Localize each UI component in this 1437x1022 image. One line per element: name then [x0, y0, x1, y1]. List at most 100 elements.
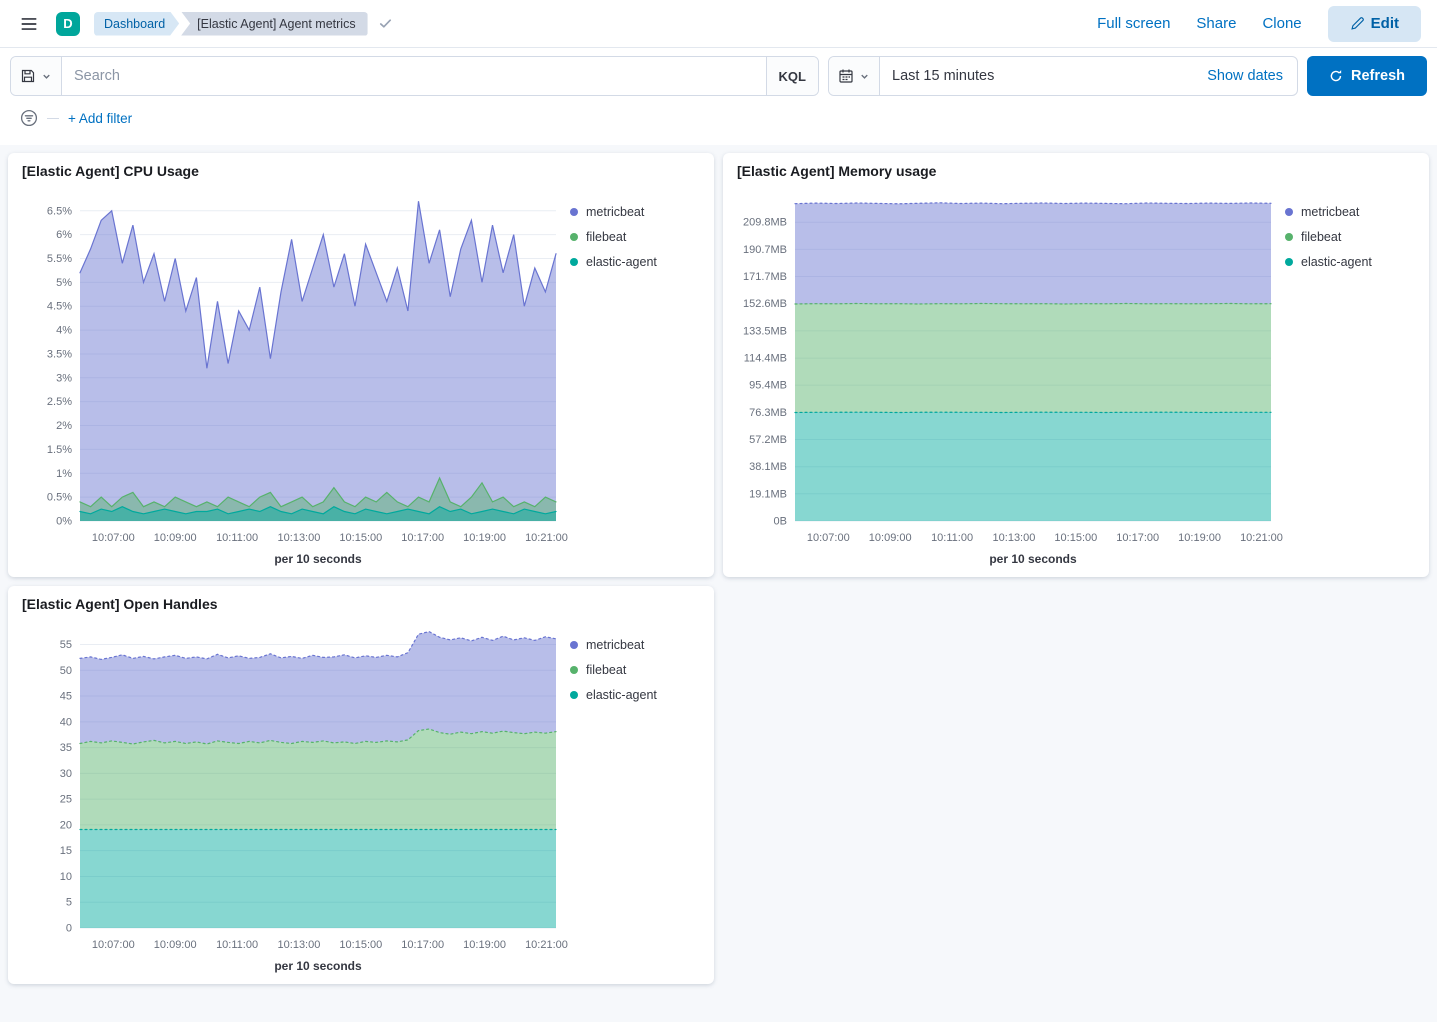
- legend-item-filebeat[interactable]: filebeat: [570, 230, 700, 244]
- svg-text:57.2MB: 57.2MB: [749, 434, 787, 446]
- filter-divider: [47, 117, 59, 119]
- open-handles-chart[interactable]: 0 5 10 15 20 25 30 35 40 45 50 55 10:07:00 10:09:00 10…: [22, 616, 570, 978]
- svg-text:50: 50: [60, 665, 72, 677]
- svg-text:10:19:00: 10:19:00: [463, 939, 506, 951]
- show-dates-link[interactable]: Show dates: [1207, 68, 1283, 84]
- pencil-icon: [1350, 16, 1364, 31]
- full-screen-link[interactable]: Full screen: [1097, 15, 1171, 32]
- chart-legend: metricbeat filebeat elastic-agent: [570, 183, 700, 571]
- svg-text:114.4MB: 114.4MB: [744, 353, 787, 365]
- svg-text:per 10 seconds: per 10 seconds: [274, 552, 362, 566]
- svg-text:76.3MB: 76.3MB: [749, 407, 787, 419]
- svg-text:10:19:00: 10:19:00: [1178, 532, 1221, 544]
- legend-dot-icon: [570, 641, 578, 649]
- calendar-icon: [838, 68, 854, 84]
- legend-item-filebeat[interactable]: filebeat: [570, 663, 700, 677]
- calendar-menu-button[interactable]: [829, 57, 880, 95]
- svg-text:15: 15: [60, 845, 72, 857]
- svg-text:5: 5: [66, 897, 72, 909]
- svg-text:per 10 seconds: per 10 seconds: [274, 959, 362, 973]
- svg-text:10:15:00: 10:15:00: [339, 532, 382, 544]
- dashboard-grid: [Elastic Agent] CPU Usage 0% 0.5% 1% 1.5% 2%…: [0, 145, 1437, 992]
- refresh-button[interactable]: Refresh: [1307, 56, 1427, 96]
- svg-text:6.5%: 6.5%: [47, 205, 72, 217]
- legend-item-filebeat[interactable]: filebeat: [1285, 230, 1415, 244]
- svg-text:1%: 1%: [56, 468, 72, 480]
- svg-text:55: 55: [60, 639, 72, 651]
- saved-query-menu-button[interactable]: [11, 57, 62, 95]
- svg-text:10:19:00: 10:19:00: [463, 532, 506, 544]
- legend-item-elastic-agent[interactable]: elastic-agent: [1285, 255, 1415, 269]
- svg-text:19.1MB: 19.1MB: [749, 488, 787, 500]
- svg-text:10: 10: [60, 871, 72, 883]
- svg-text:10:17:00: 10:17:00: [1116, 532, 1159, 544]
- legend-dot-icon: [1285, 208, 1293, 216]
- legend-label: filebeat: [1301, 230, 1342, 244]
- legend-dot-icon: [570, 691, 578, 699]
- top-navigation: D Dashboard [Elastic Agent] Agent metric…: [0, 0, 1437, 48]
- breadcrumb-current-page[interactable]: [Elastic Agent] Agent metrics: [181, 11, 368, 36]
- svg-text:10:13:00: 10:13:00: [993, 532, 1036, 544]
- svg-text:per 10 seconds: per 10 seconds: [989, 552, 1077, 566]
- legend-label: elastic-agent: [586, 255, 657, 269]
- panel-title-cpu-usage: [Elastic Agent] CPU Usage: [22, 163, 199, 179]
- legend-item-metricbeat[interactable]: metricbeat: [570, 638, 700, 652]
- svg-text:45: 45: [60, 691, 72, 703]
- filter-icon[interactable]: [20, 109, 38, 127]
- search-input[interactable]: [62, 57, 766, 95]
- kql-badge[interactable]: KQL: [765, 57, 818, 95]
- svg-text:25: 25: [60, 794, 72, 806]
- svg-text:40: 40: [60, 716, 72, 728]
- svg-text:0%: 0%: [56, 516, 72, 528]
- add-filter-link[interactable]: + Add filter: [68, 110, 133, 126]
- memory-usage-chart[interactable]: 0B 19.1MB 38.1MB 57.2MB 76.3MB 95.4MB 114.4MB 1…: [737, 183, 1285, 571]
- refresh-icon: [1329, 69, 1343, 83]
- legend-dot-icon: [1285, 258, 1293, 266]
- space-avatar[interactable]: D: [56, 11, 80, 36]
- chevron-down-icon: [41, 71, 52, 82]
- time-range-value[interactable]: Last 15 minutes: [892, 68, 995, 84]
- svg-text:0B: 0B: [774, 516, 787, 528]
- svg-text:4%: 4%: [56, 325, 72, 337]
- svg-text:95.4MB: 95.4MB: [749, 380, 787, 392]
- svg-text:10:13:00: 10:13:00: [278, 532, 321, 544]
- legend-item-metricbeat[interactable]: metricbeat: [570, 205, 700, 219]
- svg-text:209.8MB: 209.8MB: [743, 217, 787, 229]
- legend-label: metricbeat: [1301, 205, 1360, 219]
- legend-item-metricbeat[interactable]: metricbeat: [1285, 205, 1415, 219]
- legend-label: filebeat: [586, 230, 627, 244]
- panel-memory-usage: [Elastic Agent] Memory usage 0B 19.1MB 38.…: [723, 153, 1429, 577]
- legend-dot-icon: [1285, 233, 1293, 241]
- legend-item-elastic-agent[interactable]: elastic-agent: [570, 688, 700, 702]
- header-actions: Full screen Share Clone Edit: [1097, 5, 1421, 42]
- chart-legend: metricbeat filebeat elastic-agent: [570, 616, 700, 978]
- edit-button[interactable]: Edit: [1327, 5, 1421, 42]
- svg-text:10:17:00: 10:17:00: [401, 939, 444, 951]
- svg-text:35: 35: [60, 742, 72, 754]
- svg-text:10:09:00: 10:09:00: [154, 532, 197, 544]
- svg-text:38.1MB: 38.1MB: [749, 461, 787, 473]
- chart-legend: metricbeat filebeat elastic-agent: [1285, 183, 1415, 571]
- svg-text:4.5%: 4.5%: [47, 301, 72, 313]
- svg-text:10:09:00: 10:09:00: [869, 532, 912, 544]
- share-link[interactable]: Share: [1196, 15, 1237, 32]
- cpu-usage-chart[interactable]: 0% 0.5% 1% 1.5% 2% 2.5% 3% 3.5% 4% 4.5% 5% 5.5% 6% 6.…: [22, 183, 570, 571]
- legend-label: metricbeat: [586, 638, 645, 652]
- clone-link[interactable]: Clone: [1262, 15, 1302, 32]
- breadcrumb-dashboard[interactable]: Dashboard: [94, 12, 179, 36]
- check-icon: [378, 16, 393, 31]
- legend-dot-icon: [570, 233, 578, 241]
- svg-text:2.5%: 2.5%: [47, 396, 72, 408]
- svg-text:10:17:00: 10:17:00: [401, 532, 444, 544]
- svg-text:3.5%: 3.5%: [47, 348, 72, 360]
- svg-text:1.5%: 1.5%: [47, 444, 72, 456]
- legend-item-elastic-agent[interactable]: elastic-agent: [570, 255, 700, 269]
- legend-dot-icon: [570, 666, 578, 674]
- svg-text:171.7MB: 171.7MB: [743, 271, 787, 283]
- hamburger-menu-icon[interactable]: [16, 11, 42, 37]
- svg-text:10:09:00: 10:09:00: [154, 939, 197, 951]
- svg-text:10:21:00: 10:21:00: [525, 532, 568, 544]
- svg-text:10:07:00: 10:07:00: [92, 532, 135, 544]
- svg-text:152.6MB: 152.6MB: [743, 298, 787, 310]
- svg-text:10:11:00: 10:11:00: [931, 532, 973, 544]
